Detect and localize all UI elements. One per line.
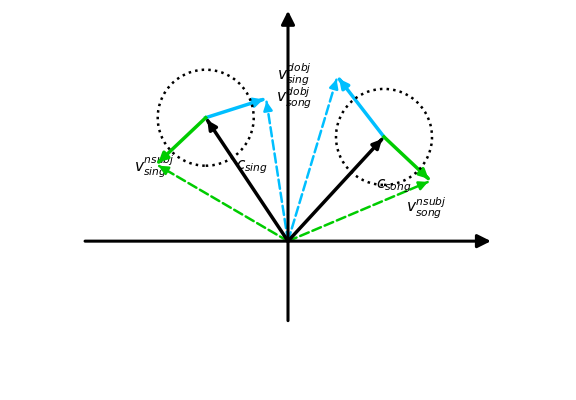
Text: $\boldsymbol{v^{dobj}_{sing}}$: $\boldsymbol{v^{dobj}_{sing}}$ [277, 61, 312, 88]
Text: $\boldsymbol{v^{nsubj}_{sing}}$: $\boldsymbol{v^{nsubj}_{sing}}$ [134, 154, 175, 180]
Text: $\boldsymbol{v^{nsubj}_{song}}$: $\boldsymbol{v^{nsubj}_{song}}$ [406, 196, 446, 221]
Text: $\boldsymbol{c_{sing}}$: $\boldsymbol{c_{sing}}$ [236, 158, 268, 176]
Text: $\boldsymbol{v^{dobj}_{song}}$: $\boldsymbol{v^{dobj}_{song}}$ [276, 86, 313, 111]
Text: $\boldsymbol{c_{song}}$: $\boldsymbol{c_{song}}$ [376, 178, 411, 195]
